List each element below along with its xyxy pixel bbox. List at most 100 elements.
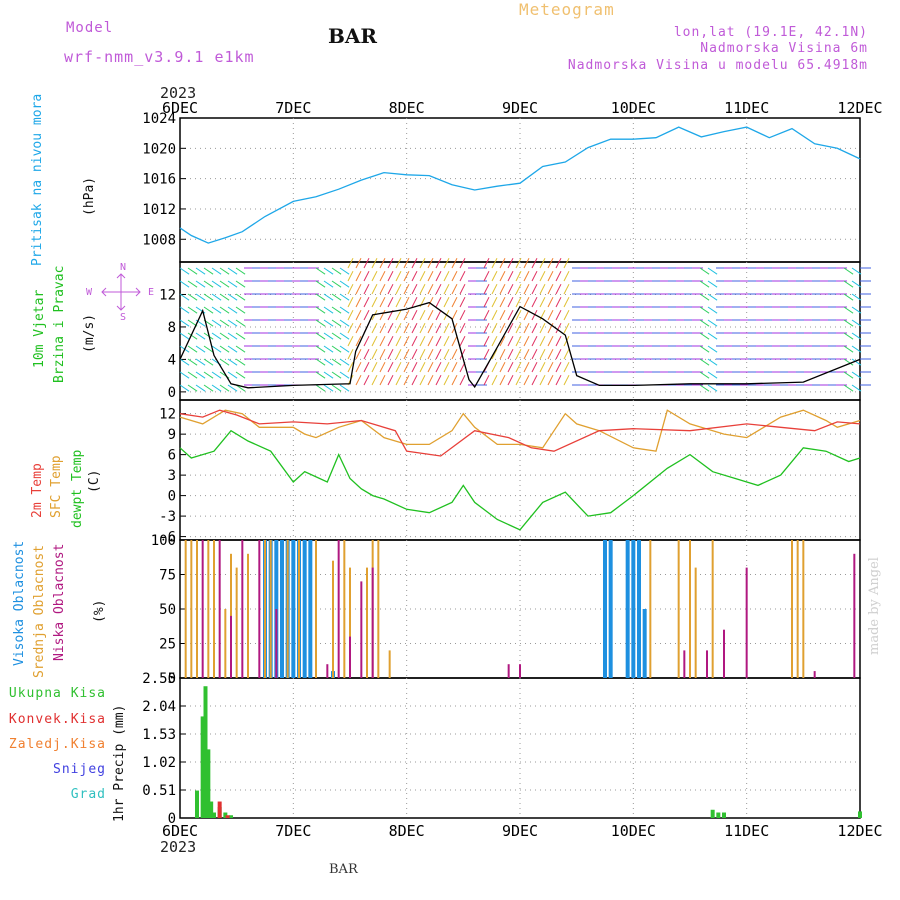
wind-arrow [555, 335, 562, 347]
compass-w: W [86, 287, 93, 298]
mid-cloud-bar [677, 540, 680, 678]
wind-arrow [347, 257, 354, 269]
wind-arrow [507, 374, 514, 386]
wind-arrow [315, 371, 326, 379]
wind-arrow [547, 335, 554, 347]
y-tick-label: 0 [168, 811, 176, 827]
low-cloud-bar [507, 664, 510, 678]
wind-arrow [523, 283, 530, 295]
high-cloud-bar [631, 540, 636, 678]
wind-arrow [499, 348, 506, 360]
wind-arrow [379, 335, 386, 347]
wind-arrow [843, 345, 854, 353]
wind-arrow [523, 335, 530, 347]
wind-arrow [339, 267, 350, 275]
wind-arrow [491, 374, 498, 386]
wind-arrow [403, 322, 410, 334]
page-title: BAR [328, 24, 378, 48]
model-label: Model [66, 20, 114, 36]
wind-arrow [515, 322, 522, 334]
footer-title: BAR [329, 862, 358, 877]
wind-arrow [443, 361, 450, 373]
wind-arrow [523, 257, 530, 269]
year-top: 2023 [160, 84, 197, 102]
wind-arrow [379, 322, 386, 334]
total-precip-bar [229, 815, 233, 818]
wind-arrow [363, 296, 370, 308]
wind-arrow [843, 319, 854, 327]
wind-arrow [379, 296, 386, 308]
wind-arrow [547, 257, 554, 269]
mid-cloud-bar [235, 567, 238, 678]
high-cloud-bar [625, 540, 630, 678]
wind-arrow [347, 322, 354, 334]
wind-arrow [555, 296, 562, 308]
wind-arrow [395, 283, 402, 295]
wind-arrow [483, 335, 490, 347]
low-cloud-bar [230, 615, 232, 678]
wind-arrow [379, 361, 386, 373]
mid-cloud-bar [349, 567, 351, 678]
wind-arrow [379, 270, 386, 282]
wind-arrow [563, 257, 570, 269]
legend-total-precip: Ukupna Kisa [8, 686, 106, 701]
wind-arrow [363, 270, 370, 282]
wind-arrow [427, 309, 434, 321]
wind-arrow [499, 270, 506, 282]
wind-arrow [459, 257, 466, 269]
wind-arrow [539, 374, 546, 386]
wind-arrow [507, 348, 514, 360]
y-tick-label: 1016 [142, 172, 176, 188]
wind-arrow [459, 309, 466, 321]
wind-arrow [323, 280, 334, 288]
compass-arrows [101, 273, 141, 311]
wind-arrow [211, 319, 222, 327]
y-tick-label: 0 [168, 489, 176, 505]
wind-arrow [491, 322, 498, 334]
wind-arrow [547, 296, 554, 308]
wind-arrow [387, 335, 394, 347]
wind-arrow [507, 361, 514, 373]
wind-arrow [179, 319, 190, 327]
wind-arrow [563, 348, 570, 360]
y-tick-label: 75 [159, 568, 176, 584]
wind-arrow [547, 361, 554, 373]
wind-arrow [411, 322, 418, 334]
x-tick-label-bottom: 12DEC [837, 822, 882, 840]
mid-cloud-bar [207, 540, 210, 678]
wind-arrow [507, 270, 514, 282]
wind-arrow [227, 371, 238, 379]
total-precip-bar [716, 812, 721, 818]
y-tick-label: 50 [159, 602, 176, 618]
low-cloud-bar [349, 636, 351, 678]
wind-arrow [323, 358, 334, 366]
mid-cloud-bar [224, 609, 227, 678]
total-precip-bar [209, 801, 214, 818]
wind-arrow [563, 309, 570, 321]
wind-arrow [435, 335, 442, 347]
x-tick-label-top: 11DEC [724, 99, 769, 117]
wind-arrow [203, 267, 214, 275]
x-tick-label-bottom: 11DEC [724, 822, 769, 840]
wind-arrow [707, 280, 718, 288]
wind-arrow [323, 267, 334, 275]
wind-arrow [395, 270, 402, 282]
wind-arrow [235, 280, 246, 288]
low-cloud-bar [218, 540, 221, 678]
x-tick-label-bottom: 8DEC [389, 822, 425, 840]
wind-arrow [187, 384, 198, 392]
wind-arrow [515, 361, 522, 373]
wind-arrow [707, 293, 718, 301]
wind-arrow [339, 371, 350, 379]
wind-arrow [195, 384, 206, 392]
wind-arrow [555, 374, 562, 386]
wind-arrow [387, 270, 394, 282]
wind-arrow [419, 335, 426, 347]
y-tick-label: -6 [159, 530, 176, 546]
wind-arrow [499, 374, 506, 386]
x-tick-label-top: 10DEC [611, 99, 656, 117]
wind-arrow [507, 283, 514, 295]
mid-cloud-bar [343, 540, 346, 678]
wind-arrow [707, 267, 718, 275]
